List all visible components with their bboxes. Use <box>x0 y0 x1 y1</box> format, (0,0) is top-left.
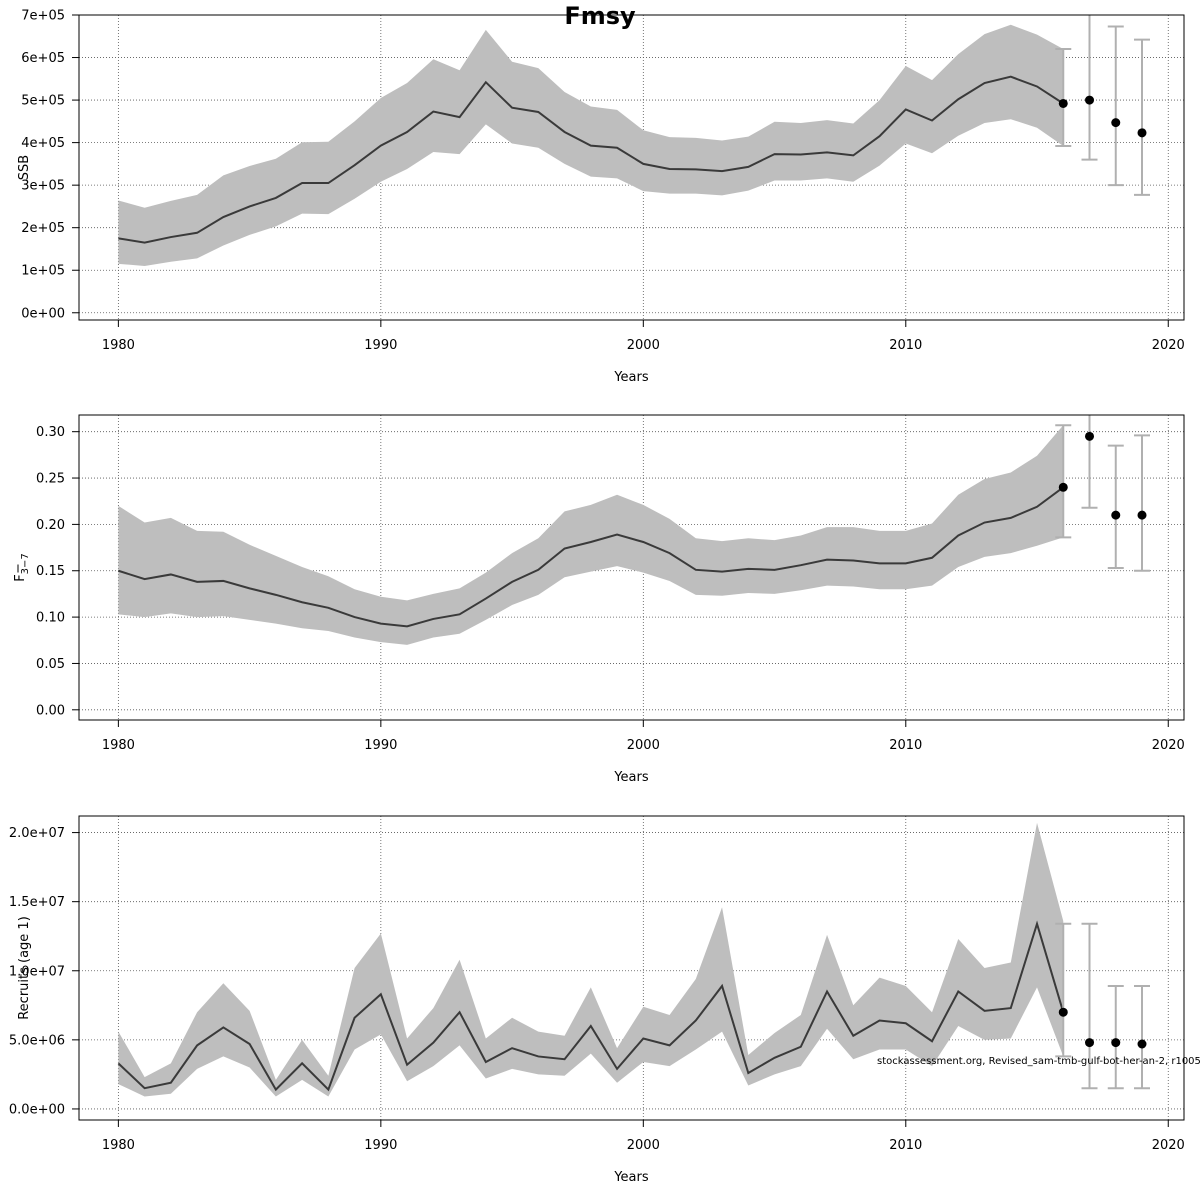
plot-frame <box>78 14 1185 321</box>
panel-recruitment: 1980 1990 2000 2010 2020 0.0e+00 5.0e+06 1.0e+0… <box>9 815 1185 1185</box>
y-tick-label: 0.05 <box>36 657 65 672</box>
forecast-point <box>1111 1038 1121 1048</box>
x-tick-label: 1980 <box>102 738 135 753</box>
x-tick-label: 2010 <box>889 738 922 753</box>
forecast-point <box>1058 482 1068 492</box>
y-tick-label: 4e+05 <box>21 136 65 151</box>
y-tick-label: 0.25 <box>36 472 65 487</box>
x-tick-label: 2000 <box>627 1138 660 1153</box>
forecast-point <box>1137 1039 1147 1049</box>
forecast-point <box>1085 95 1095 105</box>
y-tick-label: 0.0e+00 <box>9 1102 65 1117</box>
plot-frame <box>78 414 1185 721</box>
y-tick-label: 3e+05 <box>21 179 65 194</box>
plot-area <box>118 415 1151 645</box>
y-tick-label: 2e+05 <box>21 221 65 236</box>
y-axis-title: Recruits (age 1) <box>17 916 32 1020</box>
y-tick-label: 5e+05 <box>21 94 65 109</box>
figure-title: Fmsy <box>564 2 636 30</box>
y-tick-label: 2.0e+07 <box>9 826 65 841</box>
x-tick-label: 2020 <box>1152 738 1185 753</box>
forecast-point <box>1137 128 1147 138</box>
plot-area <box>117 822 1151 1097</box>
x-tick-label: 2020 <box>1152 338 1185 353</box>
x-tick-label: 2020 <box>1152 1138 1185 1153</box>
forecast-point <box>1137 510 1147 520</box>
forecast-point <box>1058 98 1068 108</box>
x-tick-label: 2000 <box>627 738 660 753</box>
panel-ssb: 1980 1990 2000 2010 2020 0e+00 1e+05 2e+05 3e+05… <box>17 9 1185 386</box>
y-tick-label: 1.5e+07 <box>9 895 65 910</box>
y-tick-label: 6e+05 <box>21 51 65 66</box>
y-axis-title-subscript: 3−7 <box>20 553 31 574</box>
y-axis-title: SSB <box>17 155 32 180</box>
x-tick-label: 1980 <box>102 338 135 353</box>
x-tick-label: 2010 <box>889 338 922 353</box>
y-tick-label: 0.00 <box>36 703 65 718</box>
estimate-line <box>118 75 1064 244</box>
forecast-point <box>1085 1038 1095 1048</box>
x-tick-label: 1990 <box>364 338 397 353</box>
y-tick-label: 0.20 <box>36 518 65 533</box>
x-tick-label: 1980 <box>102 1138 135 1153</box>
x-axis-title: Years <box>613 770 649 785</box>
y-tick-label: 0.30 <box>36 425 65 440</box>
x-tick-label: 2010 <box>889 1138 922 1153</box>
y-tick-label: 0.15 <box>36 564 65 579</box>
x-axis-title: Years <box>613 370 649 385</box>
confidence-band <box>118 822 1064 1097</box>
y-tick-label: 1.0e+07 <box>9 964 65 979</box>
plot-area <box>118 15 1151 266</box>
confidence-band <box>118 425 1064 645</box>
x-tick-label: 1990 <box>364 1138 397 1153</box>
y-tick-label: 5.0e+06 <box>9 1033 65 1048</box>
panel-fbar: 1980 1990 2000 2010 2020 0.00 0.05 0.10 0.15 0.20… <box>13 414 1185 785</box>
forecast-point <box>1111 118 1121 128</box>
y-tick-label: 0e+00 <box>21 306 65 321</box>
plot-frame <box>78 815 1185 1121</box>
y-tick-label: 7e+05 <box>21 9 65 24</box>
footnote: stockassessment.org, Revised_sam-tmb-gul… <box>877 1056 1200 1067</box>
x-tick-label: 2000 <box>627 338 660 353</box>
forecast-point <box>1058 1007 1068 1017</box>
estimate-line <box>117 920 1065 1092</box>
y-tick-label: 0.10 <box>36 611 65 626</box>
forecast-point <box>1111 510 1121 520</box>
x-axis-title: Years <box>613 1170 649 1185</box>
y-tick-label: 1e+05 <box>21 264 65 279</box>
x-tick-label: 1990 <box>364 738 397 753</box>
forecast-point <box>1085 431 1095 441</box>
estimate-line <box>118 486 1064 628</box>
